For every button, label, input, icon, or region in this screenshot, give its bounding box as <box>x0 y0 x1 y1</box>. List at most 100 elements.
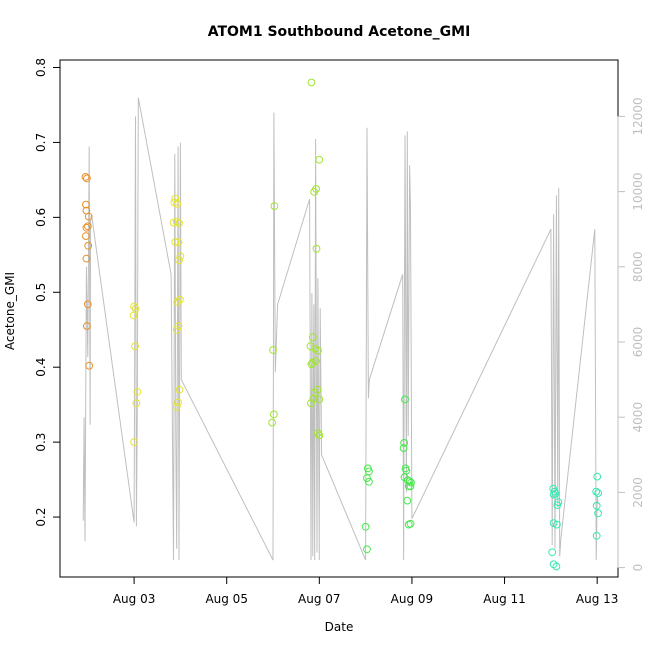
data-point <box>406 482 415 491</box>
data-point <box>130 302 139 311</box>
data-point <box>83 174 91 183</box>
data-point <box>312 244 321 253</box>
data-point <box>81 173 90 181</box>
data-point <box>173 200 182 208</box>
data-point <box>306 342 315 351</box>
data-point <box>174 238 183 247</box>
data-point <box>172 217 181 226</box>
y-tick-label: 0.7 <box>34 133 48 152</box>
data-point <box>363 545 371 554</box>
data-point <box>176 252 185 261</box>
right-y-tick-label: 10000 <box>631 173 645 211</box>
data-point <box>401 395 409 404</box>
data-point <box>592 487 601 496</box>
data-point <box>314 346 322 355</box>
trajectory-line <box>82 97 599 561</box>
data-point <box>553 501 562 510</box>
data-point <box>308 333 317 342</box>
data-point <box>310 388 319 397</box>
x-tick-label: Aug 03 <box>113 592 156 606</box>
data-point <box>308 358 317 367</box>
data-point <box>175 256 183 265</box>
data-point <box>363 474 371 483</box>
data-point <box>406 519 415 528</box>
data-point <box>365 477 373 486</box>
data-point <box>592 531 601 540</box>
data-point <box>549 490 558 499</box>
right-y-tick-label: 6000 <box>631 327 645 358</box>
y-tick-label: 0.6 <box>34 208 48 227</box>
data-point <box>270 410 278 419</box>
data-point <box>405 477 414 486</box>
data-point <box>132 399 141 408</box>
data-point <box>84 241 93 250</box>
data-point <box>172 403 181 411</box>
data-point <box>593 472 602 481</box>
right-y-axis: 0 2000 4000 6000 8000 10000 12000 <box>617 97 645 572</box>
data-point <box>309 394 318 403</box>
right-y-tick-label: 0 <box>631 564 645 572</box>
y-axis-label: Acetone_GMI <box>3 272 17 350</box>
right-y-tick-label: 12000 <box>631 97 645 135</box>
data-point <box>174 322 183 330</box>
data-point <box>174 398 183 407</box>
data-point <box>270 202 279 211</box>
data-points-layer <box>81 78 602 571</box>
right-y-tick-label: 4000 <box>631 402 645 433</box>
data-point <box>173 298 182 306</box>
data-point <box>315 395 324 404</box>
data-point <box>307 78 316 87</box>
data-point <box>175 219 183 228</box>
data-point <box>172 325 181 334</box>
data-point <box>169 218 178 227</box>
data-point <box>307 399 315 408</box>
x-tick-label: Aug 07 <box>298 592 341 606</box>
x-tick-label: Aug 09 <box>391 592 434 606</box>
y-tick-label: 0.3 <box>34 433 48 452</box>
data-point <box>129 311 138 320</box>
data-point <box>84 212 93 221</box>
data-point <box>548 548 557 557</box>
data-point <box>269 346 277 354</box>
data-point <box>315 431 324 440</box>
data-point <box>171 238 180 247</box>
right-y-tick-label: 8000 <box>631 252 645 283</box>
data-point <box>311 344 320 353</box>
y-axis: 0.2 0.3 0.4 0.5 0.6 0.7 0.8 <box>34 58 61 527</box>
data-point <box>171 194 180 203</box>
trajectory-line-layer <box>82 97 599 561</box>
y-tick-label: 0.5 <box>34 283 48 302</box>
data-point <box>83 300 92 309</box>
data-point <box>594 489 602 498</box>
data-point <box>83 222 92 231</box>
data-point <box>82 200 90 209</box>
data-point <box>131 342 139 351</box>
data-point <box>312 185 321 193</box>
data-point <box>83 322 91 330</box>
y-tick-label: 0.8 <box>34 58 48 77</box>
data-point <box>82 232 90 241</box>
data-point <box>175 385 184 394</box>
data-point <box>594 509 602 518</box>
data-point <box>82 254 91 263</box>
data-point <box>553 520 561 529</box>
data-point <box>314 429 322 438</box>
data-point <box>176 295 184 304</box>
y-tick-label: 0.4 <box>34 358 48 377</box>
x-axis-label: Date <box>325 620 354 634</box>
data-point <box>592 501 601 510</box>
x-axis: Aug 03 Aug 05 Aug 07 Aug 09 Aug 11 Aug 13 <box>113 576 618 606</box>
data-point <box>82 223 91 232</box>
data-point <box>268 418 277 427</box>
chart-title: ATOM1 Southbound Acetone_GMI <box>208 24 471 40</box>
x-tick-label: Aug 11 <box>483 592 526 606</box>
data-point <box>361 522 370 531</box>
data-point <box>133 388 142 396</box>
data-point <box>403 496 412 505</box>
data-point <box>400 439 409 447</box>
data-point <box>307 360 316 369</box>
y-tick-label: 0.2 <box>34 508 48 527</box>
data-point <box>315 155 324 164</box>
